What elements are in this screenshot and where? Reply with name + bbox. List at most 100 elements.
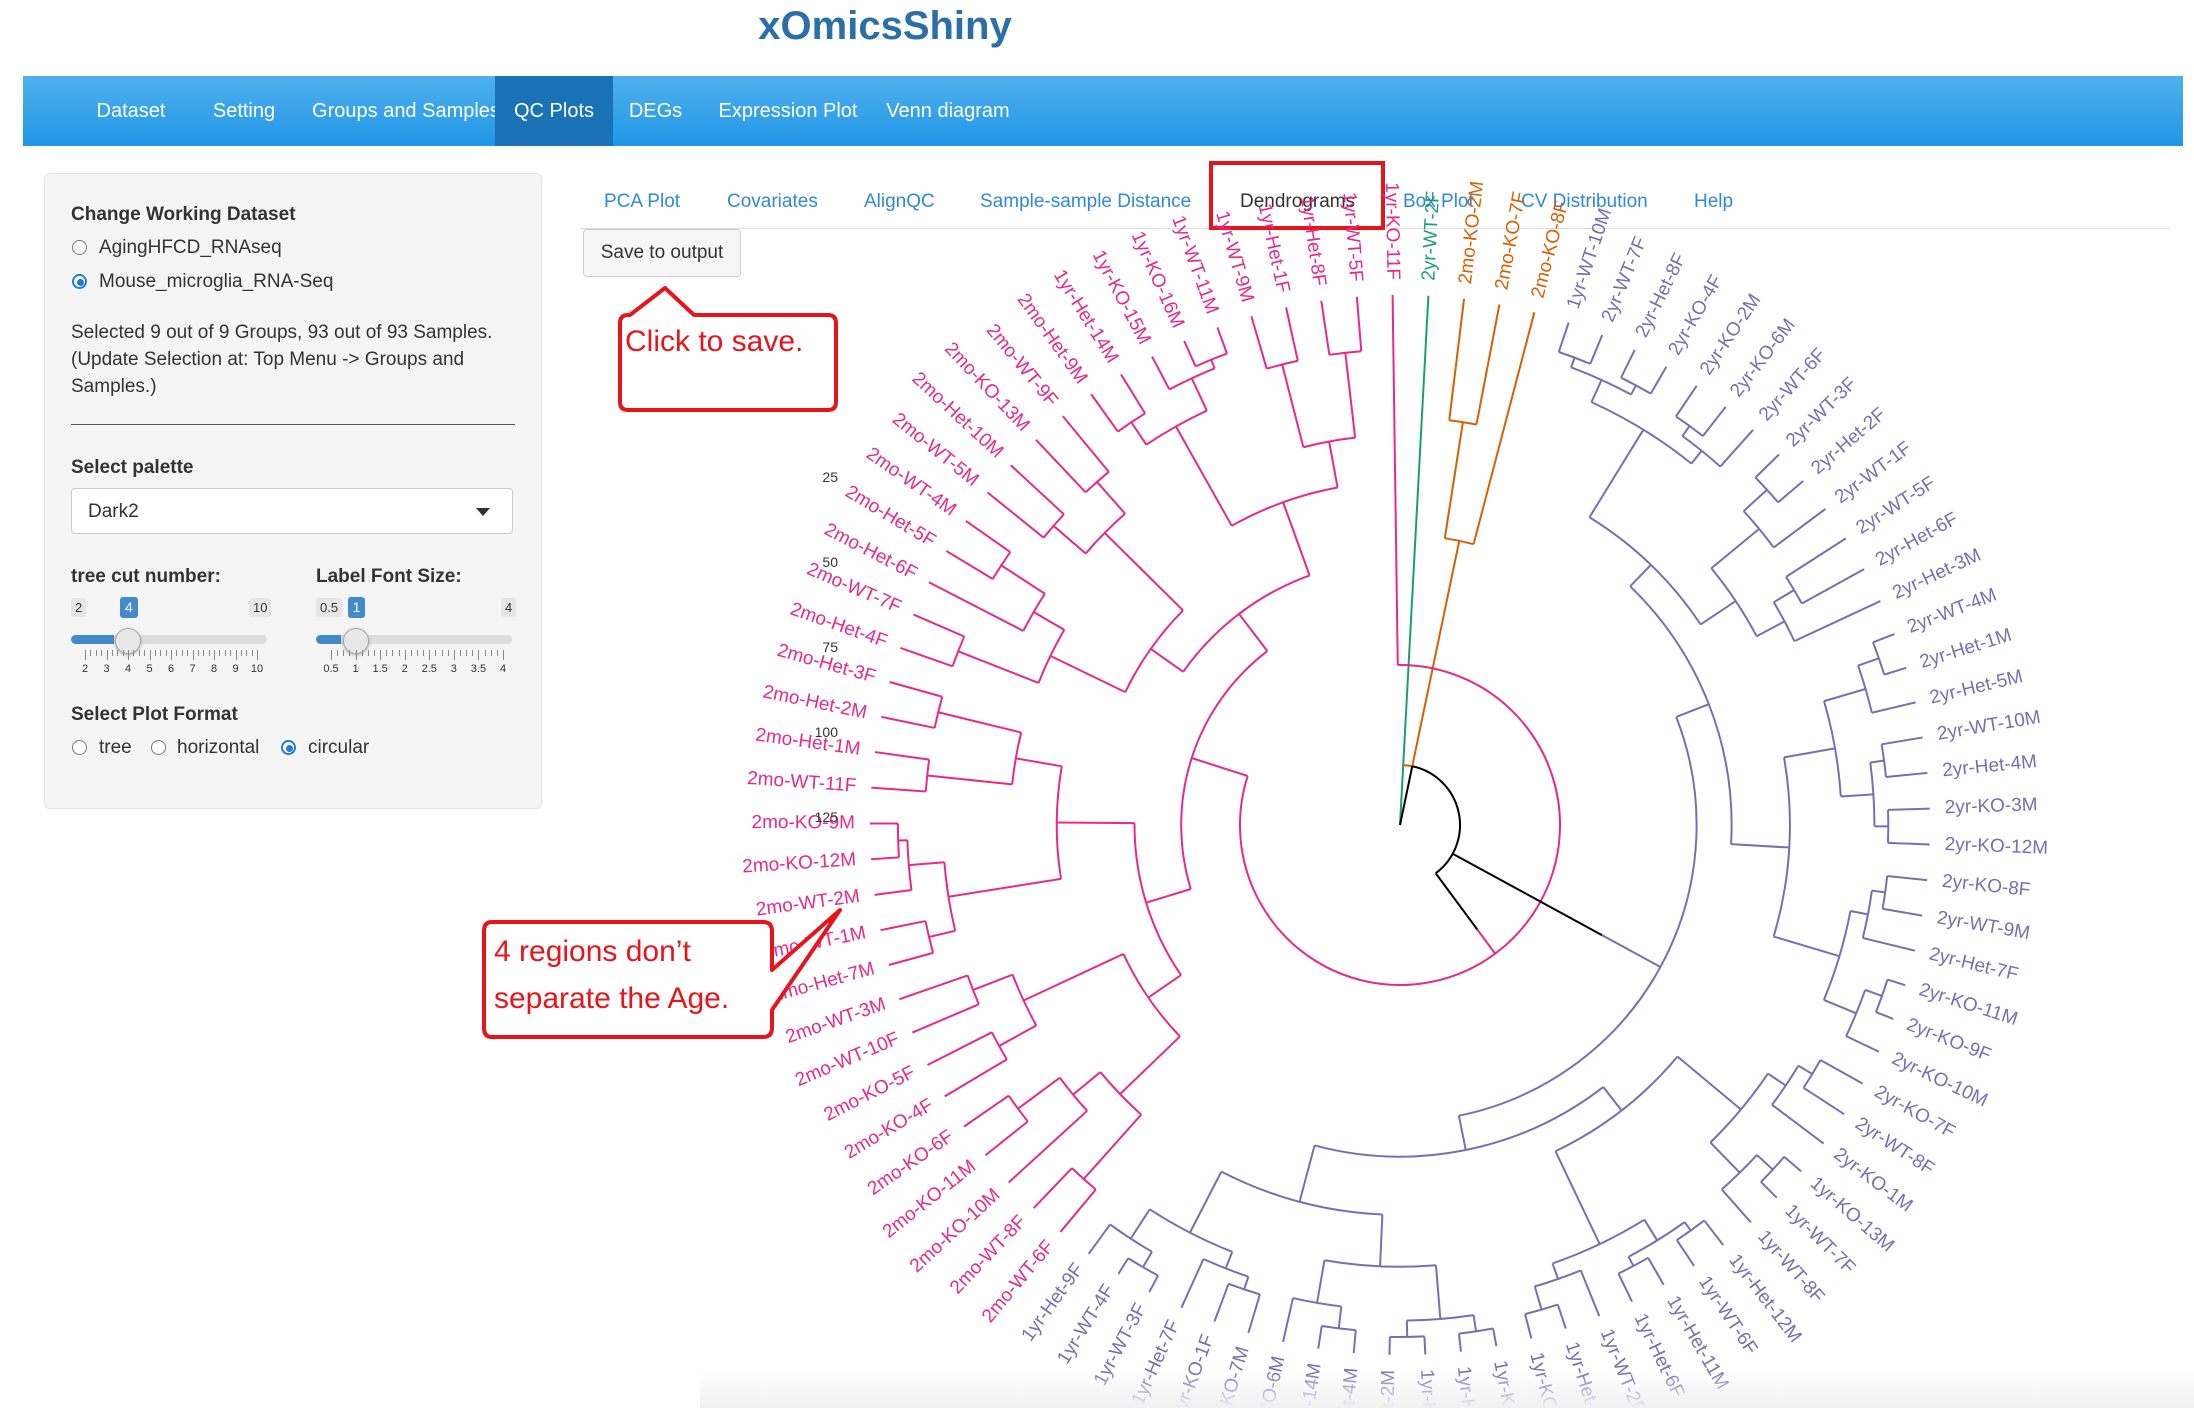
dendrogram-branch — [1176, 427, 1232, 526]
dendrogram-branch — [1883, 909, 1923, 916]
dendrogram-leaf-label: 1yr-WT-5F — [1338, 191, 1366, 282]
dendrogram-branch — [1884, 668, 1906, 675]
dendrogram-branch — [1703, 407, 1726, 436]
dendrogram-branch — [1691, 451, 1701, 464]
dendrogram-leaf-label: 2yr-KO-3M — [1944, 794, 2038, 818]
dendrogram-leaf-label: 2mo-Het-2M — [761, 681, 869, 723]
dendrogram-branch — [1581, 1270, 1600, 1316]
age-callout-line1: 4 regions don’t — [494, 928, 691, 976]
dendrogram-leaf-label: 2mo-WT-11F — [746, 768, 857, 797]
dendrogram-branch — [1317, 1260, 1324, 1303]
dendrogram-branch — [1118, 1258, 1128, 1274]
dendrogram-branch — [1459, 1116, 1466, 1150]
dendrogram-branch — [1244, 1277, 1248, 1290]
dendrogram-branch — [1436, 1265, 1440, 1319]
dendrogram-leaf-label: 2yr-Het-5M — [1928, 666, 2025, 708]
dendrogram-branch — [1784, 748, 1835, 757]
dendrogram-branch — [1755, 455, 1779, 478]
dendrogram-branch — [890, 682, 943, 697]
dendrogram-branch — [881, 921, 926, 930]
dendrogram-leaf-label: 2yr-KO-12M — [1944, 834, 2048, 859]
dendrogram-leaf-label: 2mo-KO-2M — [1455, 180, 1488, 285]
dendrogram-branch — [1300, 1145, 1315, 1201]
dendrogram-arc — [1459, 717, 1697, 1116]
dendrogram-branch — [1630, 565, 1651, 586]
dendrogram-branch — [1804, 1088, 1845, 1114]
dendrogram-branch — [1192, 378, 1207, 410]
dendrogram-leaf-label: 2yr-WT-10M — [1936, 707, 2043, 745]
dendrogram-branch — [1380, 1215, 1382, 1267]
orange-green-join — [1403, 765, 1412, 766]
dendrogram-branch — [945, 1059, 1007, 1096]
dendrogram-branch — [1084, 1115, 1142, 1179]
dendrogram-branch — [1217, 327, 1227, 353]
dendrogram-branch — [1445, 422, 1463, 538]
dendrogram-branch — [1865, 990, 1882, 996]
radial-axis-tick-label: 125 — [815, 809, 839, 825]
dendrogram-branch — [1476, 304, 1499, 424]
dendrogram-branch — [1841, 794, 1874, 796]
radial-axis-tick-label: 100 — [815, 724, 839, 740]
dendrogram-leaf-label: 2yr-WT-9M — [1935, 907, 2031, 944]
dendrogram-branch — [1858, 658, 1879, 665]
dendrogram-leaf-label: 2yr-Het-4M — [1941, 751, 2038, 781]
dendrogram-branch — [1146, 889, 1191, 903]
dendrogram-branch — [1251, 316, 1266, 368]
dendrogram-branch — [1774, 937, 1840, 957]
dendrogram-branch — [1863, 938, 1915, 951]
radial-axis-tick-label: 75 — [822, 639, 838, 655]
dendrogram-branch — [1824, 1000, 1856, 1013]
dendrogram-branch — [1887, 876, 1927, 880]
dendrogram-branch — [1603, 1087, 1621, 1111]
dendrogram-branch — [1784, 1157, 1801, 1172]
save-callout-text: Click to save. — [625, 318, 803, 366]
dendrogram-branch — [1768, 1074, 1786, 1086]
dendrogram-branch — [1882, 737, 1923, 744]
dendrogram-branch — [1474, 1315, 1476, 1331]
dendrogram-branch — [1774, 590, 1794, 602]
dendrogram-branch — [1559, 323, 1569, 352]
dendrogram-branch — [958, 651, 1038, 683]
dendrogram-branch — [1321, 301, 1329, 355]
dendrogram-branch — [889, 953, 933, 965]
bottom-fade — [700, 1370, 2194, 1408]
dendrogram-branch — [1888, 843, 1930, 845]
dendrogram-branch — [1701, 601, 1736, 624]
dendrogram-branch — [1121, 374, 1145, 413]
dendrogram-branch — [1774, 509, 1826, 547]
dendrogram-leaf-label: 1yr-Het-1F — [1254, 202, 1294, 295]
dendrogram-branch — [1757, 1155, 1773, 1170]
dendrogram-branch — [946, 551, 992, 579]
orange-cluster-stem — [1412, 541, 1459, 766]
dendrogram-branch — [1057, 823, 1135, 824]
dendrogram-branch — [912, 1004, 978, 1032]
dendrogram-leaf-label: 1yr-KO-11F — [1381, 182, 1403, 280]
dendrogram-branch — [1018, 1078, 1060, 1109]
dendrogram-branch — [1720, 430, 1753, 467]
dendrogram-branch — [1318, 1326, 1322, 1349]
dendrogram-branch — [1872, 702, 1916, 712]
dendrogram-branch — [881, 717, 934, 728]
dendrogram-leaf-label: 2mo-WT-2M — [755, 886, 861, 921]
dendrogram-branch — [1050, 656, 1125, 692]
dendrogram-branch — [1345, 353, 1355, 438]
dendrogram-arc — [1181, 651, 1267, 889]
dendrogram-leaf-label: 2mo-Het-1M — [754, 725, 861, 760]
dendrogram-branch — [1424, 1336, 1425, 1354]
dendrogram-branch — [1677, 1057, 1740, 1110]
dendrogram-branch — [1286, 307, 1298, 360]
dendrogram-branch — [929, 931, 955, 937]
dendrogram-branch — [1089, 1224, 1110, 1253]
dendrogram-leaf-label: 2yr-KO-8F — [1941, 871, 2031, 901]
dendrogram-leaf-label: 2mo-KO-9M — [752, 812, 856, 833]
dendrogram-branch — [1152, 357, 1169, 390]
purple-cluster-stem — [1602, 935, 1660, 967]
dendrogram-branch — [1870, 761, 1884, 763]
dendrogram-branch — [1553, 1263, 1558, 1279]
dendrogram-branch — [1248, 1294, 1259, 1333]
dendrogram-branch — [987, 492, 1043, 537]
dendrogram-leaf-label: 2yr-WT-2F — [1418, 191, 1444, 282]
dendrogram-branch — [1192, 758, 1248, 776]
dendrogram-branch — [1131, 1209, 1150, 1238]
dendrogram-branch — [1226, 1252, 1233, 1269]
